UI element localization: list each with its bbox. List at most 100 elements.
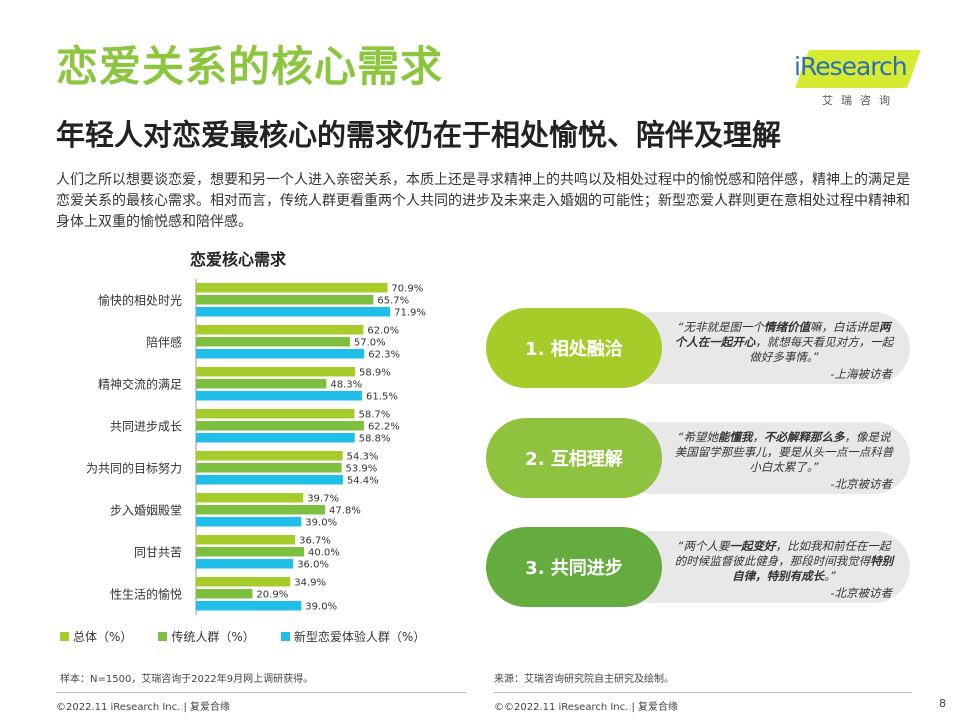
category-label: 为共同的目标努力 [86, 460, 182, 475]
quote-emphasis: 不必解释那么多 [763, 430, 845, 444]
quote-text: “希望她能懂我，不必解释那么多，像是说美国留学那些事儿，要是从头一点一点科普小白… [674, 430, 894, 475]
bar-chart: 愉快的相处时光 70.9%65.7%71.9% 陪伴感 62.0%57.0%62.3%… [86, 279, 426, 615]
bar-new [196, 559, 294, 569]
data-label: 54.3% [347, 452, 379, 463]
quote-emphasis: 情绪价值 [763, 320, 810, 334]
category-label: 共同进步成长 [110, 419, 182, 433]
data-label: 54.4% [347, 476, 379, 487]
logo-text: iResearch [794, 52, 908, 81]
quote-part: ， [752, 430, 764, 444]
quote-pill [616, 312, 910, 384]
data-label: 40.0% [308, 548, 340, 559]
bar-traditional [196, 295, 374, 305]
quote-part: ，像是说美国留学那些事儿，要是从头一点一点科普小白太累了。” [674, 430, 894, 474]
iresearch-logo: iResearch 艾瑞咨询 [794, 50, 921, 110]
bar-overall [196, 577, 291, 587]
sample-note: 样本：N=1500，艾瑞咨询于2022年9月网上调研获得。 [60, 674, 314, 685]
quote-pill [616, 422, 910, 494]
quote-part: 嘛，白话讲是 [809, 320, 879, 334]
quote-emphasis: 一起变好 [729, 539, 776, 553]
legend-swatch-new [280, 632, 290, 641]
legend-item-overall: 总体（%） [60, 628, 132, 645]
chart-title: 恋爱核心需求 [190, 250, 287, 269]
bar-traditional [196, 547, 304, 557]
bar-new [196, 601, 302, 611]
copyright-left: ©2022.11 iResearch Inc. | 复爱合缘 [56, 702, 231, 713]
bar-new [196, 307, 391, 317]
data-label: 57.0% [354, 338, 386, 349]
quote-emphasis: 特别自律，特别有成长 [732, 554, 894, 583]
quote-emphasis: 能懂我 [717, 430, 753, 444]
bar-traditional [196, 379, 327, 389]
quote-part: “两个人要 [677, 539, 730, 553]
data-label: 62.2% [368, 422, 400, 433]
quote-text: “两个人要一起变好，比如我和前任在一起的时候监督彼此健身，那段时间我觉得特别自律… [674, 539, 894, 584]
quote-source: -北京被访者 [830, 477, 892, 491]
bar-overall [196, 283, 388, 293]
bar-overall [196, 451, 343, 461]
data-label: 62.3% [368, 350, 400, 361]
quote-pill [616, 531, 910, 603]
category-label: 陪伴感 [146, 334, 182, 349]
category-label: 同甘共苦 [134, 545, 182, 559]
need-label: 1. 相处融洽 [486, 308, 662, 388]
category-label: 性生活的愉悦 [110, 586, 182, 601]
data-label: 53.9% [346, 464, 378, 475]
footer-divider-right [494, 692, 912, 693]
data-label: 39.0% [305, 602, 337, 613]
bar-traditional [196, 421, 364, 431]
quote-part: “希望她 [677, 430, 718, 444]
copyright-right: ©©2022.11 iResearch Inc. | 复爱合缘 [494, 702, 679, 713]
quote-part: ，比如我和前任在一起的时候监督彼此健身，那段时间我觉得 [674, 539, 891, 568]
data-label: 70.9% [391, 284, 423, 295]
legend-item-new: 新型恋爱体验人群（%） [280, 628, 425, 645]
page-number: 8 [939, 697, 946, 710]
data-label: 58.9% [359, 368, 391, 379]
bar-overall [196, 367, 356, 377]
need-card-1: 1. 相处融洽 “无非就是图一个情绪价值嘛，白话讲是两个人在一起开心，就想每天看… [486, 308, 910, 388]
source-note: 来源：艾瑞咨询研究院自主研究及绘制。 [494, 674, 674, 685]
legend-item-traditional: 传统人群（%） [158, 628, 255, 645]
category-label: 步入婚姻殿堂 [110, 502, 182, 517]
footer-divider-left [56, 692, 466, 693]
bar-overall [196, 409, 355, 419]
legend-label-overall: 总体（%） [73, 630, 133, 644]
page-title: 恋爱关系的核心需求 [56, 42, 444, 91]
bar-traditional [196, 505, 326, 515]
need-label: 3. 共同进步 [486, 527, 662, 607]
data-label: 48.3% [330, 380, 362, 391]
quote-part: 。” [824, 569, 836, 583]
data-label: 58.8% [359, 434, 391, 445]
data-label: 62.0% [367, 326, 399, 337]
logo-subtitle: 艾瑞咨询 [822, 94, 898, 107]
data-label: 36.0% [297, 560, 329, 571]
need-card-2: 2. 互相理解 “希望她能懂我，不必解释那么多，像是说美国留学那些事儿，要是从头… [486, 418, 910, 498]
quote-part: ，就想每天看见对方，一起做好多事情。” [749, 335, 894, 364]
category-label: 愉快的相处时光 [98, 292, 182, 307]
data-label: 20.9% [256, 590, 288, 601]
bar-overall [196, 535, 296, 545]
bar-traditional [196, 463, 342, 473]
bar-new [196, 433, 355, 443]
data-label: 65.7% [377, 296, 409, 307]
data-label: 39.7% [307, 494, 339, 505]
category-label: 精神交流的满足 [98, 376, 182, 391]
data-label: 39.0% [305, 518, 337, 529]
bar-overall [196, 325, 364, 335]
bar-traditional [196, 337, 350, 347]
chart-legend: 总体（%） 传统人群（%） 新型恋爱体验人群（%） [60, 628, 425, 645]
data-label: 36.7% [299, 536, 331, 547]
bar-new [196, 349, 365, 359]
data-label: 71.9% [394, 308, 426, 319]
bar-traditional [196, 589, 253, 599]
page-subtitle: 年轻人对恋爱最核心的需求仍在于相处愉悦、陪伴及理解 [56, 118, 782, 152]
data-label: 34.9% [294, 578, 326, 589]
quote-emphasis: 两个人在一起开心 [674, 320, 891, 349]
legend-swatch-traditional [158, 632, 168, 641]
intro-paragraph: 人们之所以想要谈恋爱，想要和另一个人进入亲密关系，本质上还是寻求精神上的共鸣以及… [56, 172, 910, 230]
need-label: 2. 互相理解 [486, 418, 662, 498]
quote-text: “无非就是图一个情绪价值嘛，白话讲是两个人在一起开心，就想每天看见对方，一起做好… [674, 320, 894, 365]
data-label: 47.8% [329, 506, 361, 517]
legend-label-traditional: 传统人群（%） [171, 630, 255, 644]
quote-source: -北京被访者 [830, 586, 892, 600]
